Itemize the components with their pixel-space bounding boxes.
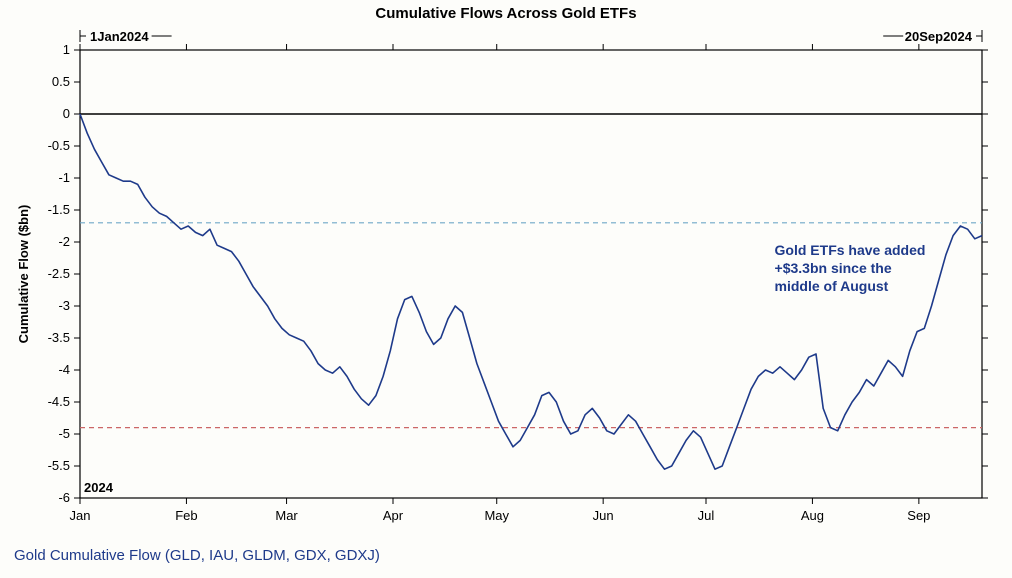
y-tick-label: -0.5	[48, 138, 70, 153]
chart-title: Cumulative Flows Across Gold ETFs	[375, 5, 636, 22]
y-tick-label: -5.5	[48, 458, 70, 473]
year-label: 2024	[84, 480, 114, 495]
y-tick-label: -3	[58, 298, 70, 313]
y-tick-label: -4.5	[48, 394, 70, 409]
svg-text:1Jan2024: 1Jan2024	[90, 29, 149, 44]
y-tick-label: -3.5	[48, 330, 70, 345]
cumulative-flows-chart: -6 -5.5 -5 -4.5 -4 -3.5 -3 -2.5 -2 -1.5 -1 -0.5 0 0.5…	[0, 0, 1012, 578]
y-axis-label: Cumulative Flow ($bn)	[16, 205, 31, 344]
y-tick-label: -5	[58, 426, 70, 441]
x-tick-label: Aug	[801, 508, 824, 523]
y-tick-label: -4	[58, 362, 70, 377]
x-tick-label: Jul	[698, 508, 715, 523]
x-tick-label: May	[484, 508, 509, 523]
x-tick-label: Jan	[70, 508, 91, 523]
x-tick-label: Feb	[175, 508, 197, 523]
y-tick-label: -2.5	[48, 266, 70, 281]
y-tick-label: 1	[63, 42, 70, 57]
y-tick-label: 0.5	[52, 74, 70, 89]
svg-text:20Sep2024: 20Sep2024	[905, 29, 973, 44]
x-tick-label: Mar	[275, 508, 298, 523]
chart-footer: Gold Cumulative Flow (GLD, IAU, GLDM, GD…	[14, 547, 380, 564]
y-tick-label: -6	[58, 490, 70, 505]
y-tick-label: -2	[58, 234, 70, 249]
x-tick-label: Apr	[383, 508, 404, 523]
x-tick-label: Jun	[593, 508, 614, 523]
annotation-text: middle of August	[775, 278, 889, 294]
y-tick-label: -1.5	[48, 202, 70, 217]
annotation-text: +$3.3bn since the	[775, 260, 892, 276]
y-tick-label: 0	[63, 106, 70, 121]
x-tick-label: Sep	[907, 508, 930, 523]
y-tick-label: -1	[58, 170, 70, 185]
annotation-text: Gold ETFs have added	[775, 242, 926, 258]
